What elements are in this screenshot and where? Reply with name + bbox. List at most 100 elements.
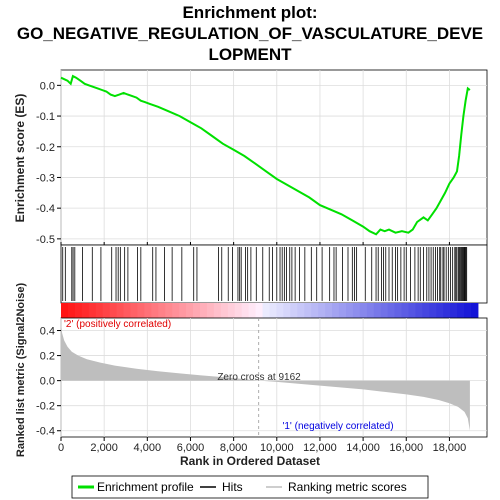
color-band-segment	[116, 303, 125, 318]
legend-ranking-metric-scores: Ranking metric scores	[288, 480, 407, 494]
color-band-segment	[130, 303, 138, 318]
enrichment-profile-line	[60, 74, 471, 236]
x-tick-label: 18,000	[433, 442, 467, 454]
color-band-segment	[387, 303, 396, 318]
color-band-segment	[151, 303, 159, 318]
x-tick-label: 8,000	[220, 442, 248, 454]
color-band-segment	[102, 303, 111, 318]
color-band-segment	[255, 303, 264, 318]
legend-hits: Hits	[222, 480, 243, 494]
metric-tick-label: -0.2	[36, 401, 55, 413]
x-axis-label: Rank in Ordered Dataset	[180, 454, 320, 468]
metric-y-axis-label: Ranked list metric (Signal2Noise)	[15, 283, 27, 458]
color-band-segment	[199, 303, 208, 318]
color-band-segment	[74, 303, 83, 318]
x-tick-label: 0	[58, 442, 64, 454]
color-band-segment	[269, 303, 277, 318]
metric-panel: 0.4 0.2 0.0 -0.2 -0.4 Zero cross at 9162 '2'…	[36, 317, 488, 438]
chart-title-line-3: LOPMENT	[208, 45, 292, 64]
es-panel: 0.0 -0.1 -0.2 -0.3 -0.4 -0.5	[36, 69, 488, 246]
color-band-segment	[158, 303, 166, 318]
color-band-segment	[318, 303, 326, 318]
hits-panel	[60, 244, 488, 304]
color-band-segment	[450, 303, 458, 318]
color-band-segment	[234, 303, 243, 318]
color-band-segment	[338, 303, 347, 318]
es-tick-label: 0.0	[40, 80, 55, 92]
color-band-segment	[408, 303, 416, 318]
hits-markers	[62, 247, 468, 301]
color-band-segment	[332, 303, 340, 318]
color-band-segment	[276, 303, 284, 318]
metric-tick-label: 0.4	[40, 326, 55, 338]
color-band-segment	[443, 303, 451, 318]
negative-correlated-label: '1' (negatively correlated)	[282, 421, 393, 432]
color-band-segment	[193, 303, 201, 318]
color-band-segment	[366, 303, 375, 318]
color-band-segment	[262, 303, 270, 318]
color-band-segment	[471, 303, 479, 318]
color-band-segment	[380, 303, 389, 318]
x-tick-label: 4,000	[134, 442, 162, 454]
color-band-segment	[213, 303, 222, 318]
color-band-segment	[352, 303, 361, 318]
color-band-segment	[165, 303, 173, 318]
es-grid	[60, 70, 487, 245]
metric-tick-label: 0.2	[40, 351, 55, 363]
color-band-segment	[394, 303, 402, 318]
color-band-segment	[109, 303, 118, 318]
es-y-ticks: 0.0 -0.1 -0.2 -0.3 -0.4 -0.5	[36, 80, 61, 246]
color-band-segment	[186, 303, 194, 318]
color-band-segment	[137, 303, 145, 318]
legend-frame	[71, 475, 429, 499]
zero-cross-label: Zero cross at 9162	[217, 372, 301, 383]
color-band-segment	[359, 303, 368, 318]
color-band-segment	[415, 303, 423, 318]
color-band-segment	[290, 303, 298, 318]
color-band-segment	[345, 303, 354, 318]
x-tick-label: 12,000	[303, 442, 337, 454]
color-band-segment	[123, 303, 131, 318]
color-band-segment	[457, 303, 465, 318]
color-band-segment	[304, 303, 312, 318]
color-band-segment	[179, 303, 187, 318]
color-band-segment	[144, 303, 152, 318]
chart-title-line-2: GO_NEGATIVE_REGULATION_OF_VASCULATURE_DE…	[17, 24, 483, 43]
x-tick-label: 14,000	[346, 442, 380, 454]
color-band-segment	[429, 303, 437, 318]
color-band-segment	[283, 303, 291, 318]
metric-tick-label: 0.0	[40, 376, 55, 388]
ranking-color-band	[61, 303, 479, 318]
color-band-segment	[88, 303, 97, 318]
color-band-segment	[227, 303, 236, 318]
color-band-segment	[248, 303, 257, 318]
es-tick-label: -0.2	[36, 142, 55, 154]
legend-enrichment-profile: Enrichment profile	[97, 480, 194, 494]
es-tick-label: -0.3	[36, 172, 55, 184]
es-tick-label: -0.1	[36, 111, 55, 123]
x-axis-ticks: 0 2,000 4,000 6,000 8,000 10,000 12,000 14,000 1…	[58, 437, 466, 454]
color-band-segment	[325, 303, 333, 318]
color-band-segment	[464, 303, 472, 318]
hits-panel-frame	[60, 244, 488, 304]
metric-tick-label: -0.4	[36, 426, 55, 438]
color-band-segment	[172, 303, 180, 318]
legend: Enrichment profile Hits Ranking metric s…	[71, 475, 429, 499]
es-tick-label: -0.5	[36, 234, 55, 246]
color-band-segment	[95, 303, 104, 318]
metric-y-ticks: 0.4 0.2 0.0 -0.2 -0.4	[36, 326, 61, 438]
x-tick-label: 16,000	[389, 442, 423, 454]
es-tick-label: -0.4	[36, 203, 55, 215]
x-tick-label: 6,000	[177, 442, 205, 454]
es-x-ticks	[60, 242, 450, 245]
es-y-axis-label: Enrichment score (ES)	[13, 94, 27, 223]
color-band-segment	[401, 303, 409, 318]
es-panel-frame	[60, 69, 488, 246]
x-tick-label: 2,000	[90, 442, 118, 454]
color-band-segment	[241, 303, 250, 318]
color-band-segment	[220, 303, 229, 318]
positive-correlated-label: '2' (positively correlated)	[64, 319, 171, 330]
color-band-segment	[81, 303, 90, 318]
ranking-metric-area	[61, 323, 470, 431]
chart-title-line-1: Enrichment plot:	[182, 3, 317, 22]
